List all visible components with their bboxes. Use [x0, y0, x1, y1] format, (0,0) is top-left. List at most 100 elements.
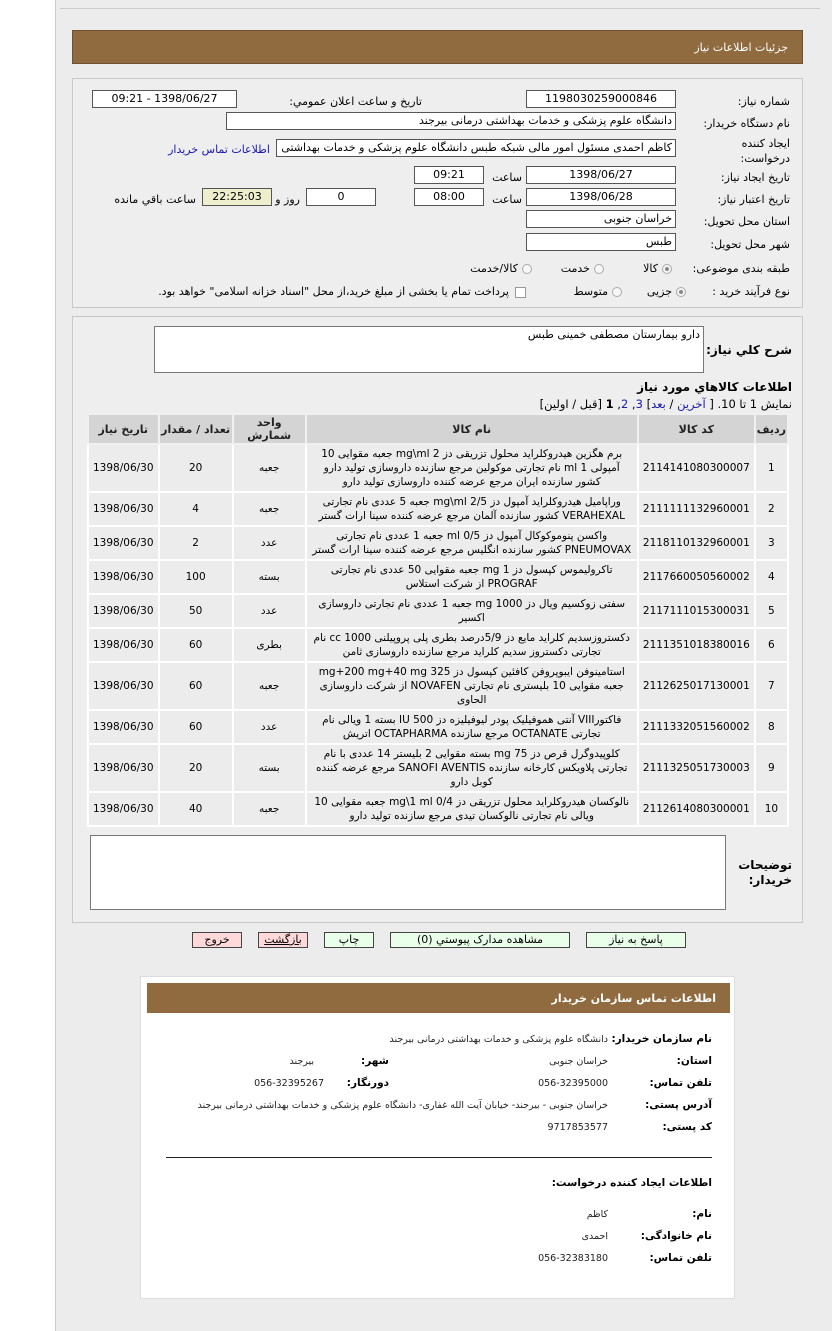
remaining-label: ساعت باقي مانده	[114, 193, 196, 206]
column-header: نام كالا	[304, 413, 639, 445]
table-row: 5 2117111015300031 سفتی زوکسیم ویال دز 100…	[87, 593, 790, 629]
buyer-label: نام دستگاه خريدار:	[703, 117, 790, 130]
column-header: تاريخ نياز	[87, 413, 160, 445]
valid-date-label: تاريخ اعتبار نياز:	[717, 193, 790, 206]
page-header: جزئيات اطلاعات نياز	[72, 30, 803, 64]
notes-field[interactable]	[90, 835, 726, 910]
creator-phone-label: تلفن تماس:	[649, 1252, 712, 1264]
pagination-page-3[interactable]: 3	[635, 397, 643, 411]
family-value: احمدی	[581, 1231, 608, 1242]
process-label: نوع فرآیند خرید :	[712, 285, 790, 298]
creator-field: کاظم احمدی مسئول امور مالی شبکه طبس دانش…	[276, 139, 676, 157]
checkbox-icon[interactable]	[515, 286, 526, 298]
item-unit: عدد	[231, 709, 307, 745]
item-quantity: 50	[157, 593, 234, 629]
item-unit: بسته	[231, 743, 307, 793]
radio-icon[interactable]	[612, 287, 622, 297]
attachments-button[interactable]: مشاهده مدارک پيوستي (0)	[390, 932, 570, 948]
item-unit: عدد	[231, 525, 307, 561]
item-code: 2111351018380016	[636, 627, 756, 663]
org-value: دانشگاه علوم پزشکی و خدمات بهداشتی درمان…	[389, 1034, 608, 1045]
description-field[interactable]: دارو بیمارستان مصطفی خمینی طبس	[154, 326, 704, 373]
items-table: رديف كد كالا نام كالا واحد شمارش تعداد /…	[87, 413, 790, 827]
item-date: 1398/06/30	[87, 525, 160, 561]
pagination-page-1: 1	[605, 397, 614, 411]
row-number: 3	[753, 525, 790, 561]
item-name: نالوکسان هیدروکلراید محلول تزریقی دز 0/4…	[304, 791, 639, 827]
column-header: تعداد / مقدار	[157, 413, 234, 445]
name-label: نام:	[692, 1208, 712, 1220]
table-row: 9 2111325051730003 کلوپیدوگرل قرص دز 75 mg…	[87, 743, 790, 793]
pagination-page-2[interactable]: 2	[620, 397, 629, 411]
table-row: 6 2111351018380016 دکستروزسدیم کلراید مایع…	[87, 627, 790, 663]
reply-button[interactable]: پاسخ به نياز	[586, 932, 686, 948]
table-row: 1 2114141080300007 برم هگزین هیدروکلراید م…	[87, 443, 790, 493]
buyer-contact-link[interactable]: اطلاعات تماس خريدار	[168, 143, 270, 156]
item-name: وراپامیل هیدروکلراید آمپول دز 2/5 mg\ml …	[304, 491, 639, 527]
need-number-label: شماره نياز:	[737, 95, 790, 108]
valid-time-field: 08:00	[414, 188, 484, 206]
created-date-field: 1398/06/27	[526, 166, 676, 184]
buyer-contact-section: اطلاعات تماس سازمان خريدار نام سازمان خر…	[140, 976, 735, 1299]
column-header: رديف	[753, 413, 790, 445]
created-time-label: ساعت	[492, 171, 522, 184]
table-row: 8 2111332051560002 فاکتورVIII آنتی هموفیلی…	[87, 709, 790, 745]
item-quantity: 4	[157, 491, 234, 527]
item-quantity: 60	[157, 709, 234, 745]
valid-time-label: ساعت	[492, 193, 522, 206]
lower-section: شرح كلي نياز: دارو بیمارستان مصطفی خمینی…	[72, 316, 803, 1299]
item-code: 2117111015300031	[636, 593, 756, 629]
item-unit: بسته	[231, 559, 307, 595]
created-date-label: تاريخ ايجاد نياز:	[720, 171, 790, 184]
province-value: خراسان جنوبی	[549, 1056, 608, 1067]
treasury-payment-checkbox[interactable]: پرداخت تمام یا بخشی از مبلغ خرید،از محل …	[158, 285, 526, 298]
row-number: 2	[753, 491, 790, 527]
item-name: کلوپیدوگرل قرص دز 75 mg بسته مقوایی 2 بل…	[304, 743, 639, 793]
back-button[interactable]: بازگشت	[258, 932, 308, 948]
print-button[interactable]: چاپ	[324, 932, 374, 948]
family-label: نام خانوادگی:	[640, 1230, 712, 1242]
table-row: 4 2117660050560002 تاکرولیموس کپسول دز 1 m…	[87, 559, 790, 595]
city-field: طبس	[526, 233, 676, 251]
item-date: 1398/06/30	[87, 743, 160, 793]
item-date: 1398/06/30	[87, 709, 160, 745]
radio-icon[interactable]	[662, 264, 672, 274]
pagination-last[interactable]: آخرين	[677, 397, 706, 411]
notes-label: توضيحات خريدار:	[738, 857, 792, 887]
column-header: واحد شمارش	[231, 413, 307, 445]
table-row: 7 2112625017130001 استامینوفن ایبوپروفن کا…	[87, 661, 790, 711]
item-date: 1398/06/30	[87, 593, 160, 629]
pagination: نمايش 1 تا 10. [ آخرين / بعد] 3, 2, 1 [ق…	[539, 397, 792, 411]
item-quantity: 100	[157, 559, 234, 595]
item-unit: جعبه	[231, 491, 307, 527]
description-label: شرح كلي نياز:	[706, 342, 792, 357]
radio-icon[interactable]	[676, 287, 686, 297]
table-row: 10 2112614080300001 نالوکسان هیدروکلراید م…	[87, 791, 790, 827]
row-number: 7	[753, 661, 790, 711]
remaining-time-field: 22:25:03	[202, 188, 272, 206]
days-label: روز و	[275, 193, 300, 206]
exit-button[interactable]: خروج	[192, 932, 242, 948]
category-option-both[interactable]: کالا/خدمت	[470, 262, 532, 275]
radio-icon[interactable]	[522, 264, 532, 274]
creator-phone-value: 056-32383180	[538, 1253, 608, 1264]
item-name: واکسن پنوموکوکال آمپول دز 0/5 ml جعبه 1 …	[304, 525, 639, 561]
item-name: برم هگزین هیدروکلراید محلول تزریقی دز 2 …	[304, 443, 639, 493]
item-quantity: 20	[157, 743, 234, 793]
item-code: 2118110132960001	[636, 525, 756, 561]
phone-label: تلفن تماس:	[649, 1077, 712, 1089]
item-name: تاکرولیموس کپسول دز 1 mg جعبه مقوایی 50 …	[304, 559, 639, 595]
row-number: 6	[753, 627, 790, 663]
valid-date-field: 1398/06/28	[526, 188, 676, 206]
creator-title: اطلاعات ایجاد کننده درخواست:	[551, 1177, 712, 1189]
row-number: 5	[753, 593, 790, 629]
category-option-service[interactable]: خدمت	[561, 262, 604, 275]
province-label: استان:	[676, 1055, 712, 1067]
row-number: 1	[753, 443, 790, 493]
province-label: استان محل تحويل:	[703, 215, 790, 228]
pagination-next[interactable]: بعد	[651, 397, 666, 411]
process-option-medium[interactable]: متوسط	[573, 285, 622, 298]
process-option-minor[interactable]: جزیی	[647, 285, 686, 298]
category-option-goods[interactable]: کالا	[643, 262, 672, 275]
radio-icon[interactable]	[594, 264, 604, 274]
